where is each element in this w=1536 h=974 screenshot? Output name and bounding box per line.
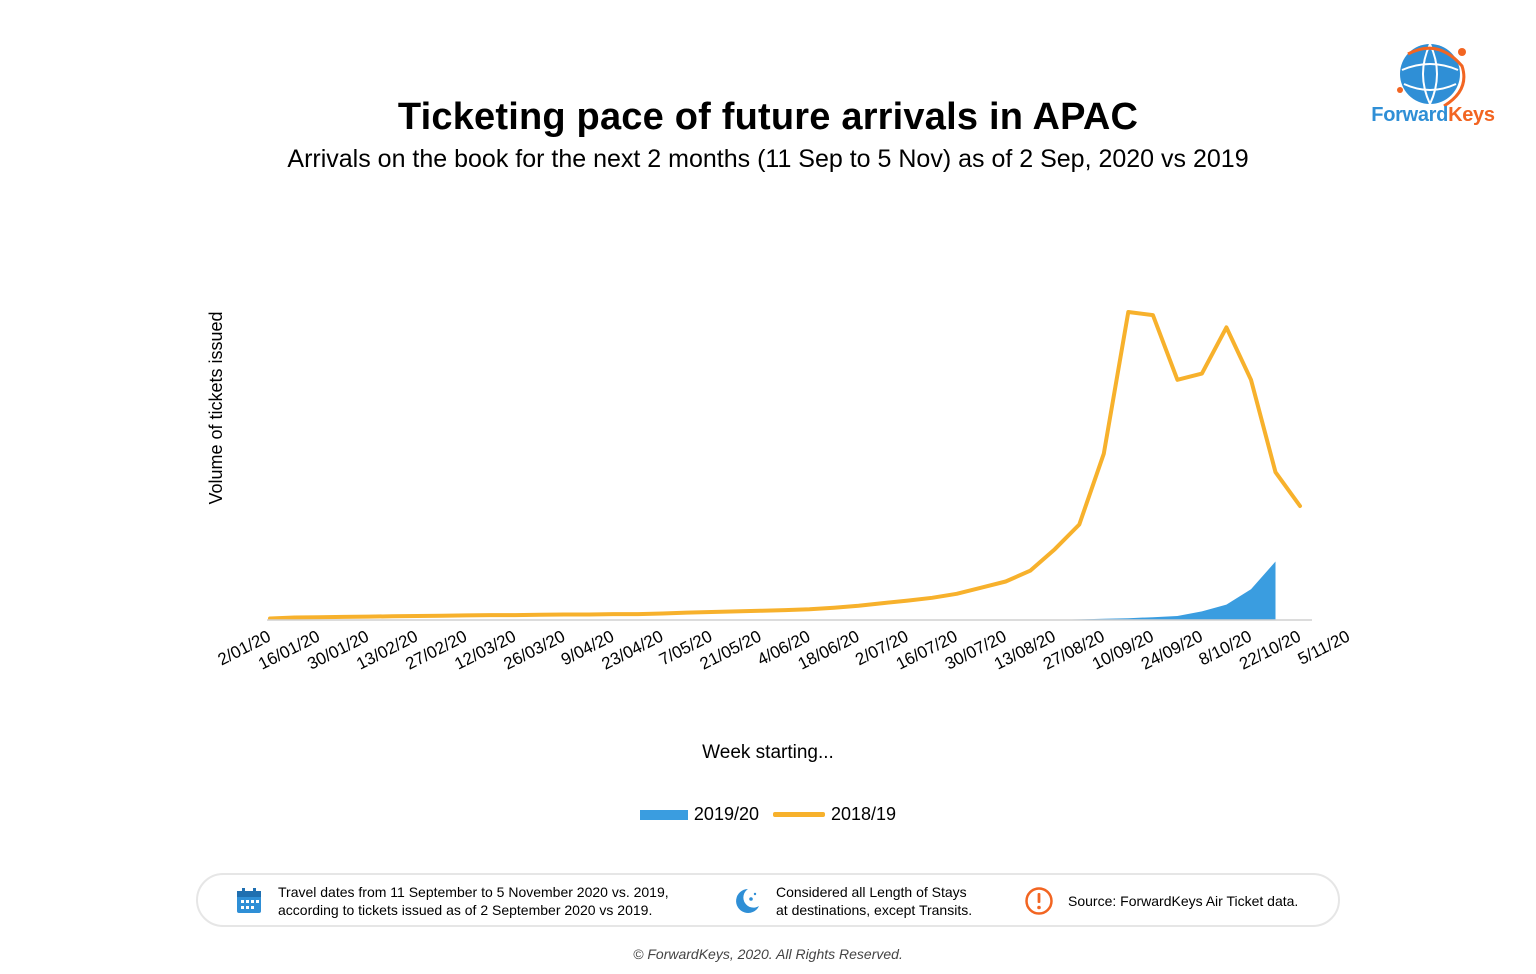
note-source: Source: ForwardKeys Air Ticket data. bbox=[1024, 886, 1298, 916]
chart-title: Ticketing pace of future arrivals in APA… bbox=[397, 96, 1139, 138]
legend: 2019/20 2018/19 bbox=[0, 804, 1536, 825]
calendar-icon bbox=[237, 888, 261, 913]
y-axis-label: Volume of tickets issued bbox=[206, 311, 226, 504]
legend-swatch-line bbox=[773, 812, 825, 817]
moon-stars-icon bbox=[736, 889, 759, 913]
logo-wordmark: ForwardKeys bbox=[1371, 104, 1495, 126]
globe-logo-icon bbox=[1397, 43, 1466, 108]
note-text: according to tickets issued as of 2 Sept… bbox=[278, 902, 653, 918]
legend-item-2019-20: 2019/20 bbox=[639, 804, 759, 825]
legend-swatch-area bbox=[639, 809, 688, 820]
note-travel-dates: Travel dates from 11 September to 5 Nove… bbox=[234, 883, 669, 919]
note-text: Considered all Length of Stays bbox=[776, 884, 967, 900]
chart-subtitle: Arrivals on the book for the next 2 mont… bbox=[287, 145, 1249, 173]
x-tick-label: 5/11/20 bbox=[1295, 627, 1353, 669]
note-text: at destinations, except Transits. bbox=[776, 902, 973, 918]
legend-item-2018-19: 2018/19 bbox=[773, 804, 896, 825]
note-text: Travel dates from 11 September to 5 Nove… bbox=[278, 884, 669, 900]
note-text: Source: ForwardKeys Air Ticket data. bbox=[1068, 893, 1299, 909]
legend-label: 2019/20 bbox=[693, 804, 759, 824]
alert-icon bbox=[1025, 887, 1053, 915]
copyright: © ForwardKeys, 2020. All Rights Reserved… bbox=[633, 946, 903, 962]
footer-notes: Travel dates from 11 September to 5 Nove… bbox=[196, 873, 1340, 927]
note-length-of-stay: Considered all Length of Stays at destin… bbox=[732, 883, 972, 919]
legend-label: 2018/19 bbox=[831, 804, 897, 824]
x-axis-label: Week starting... bbox=[702, 742, 834, 763]
series-2018-19-line bbox=[268, 310, 1302, 621]
